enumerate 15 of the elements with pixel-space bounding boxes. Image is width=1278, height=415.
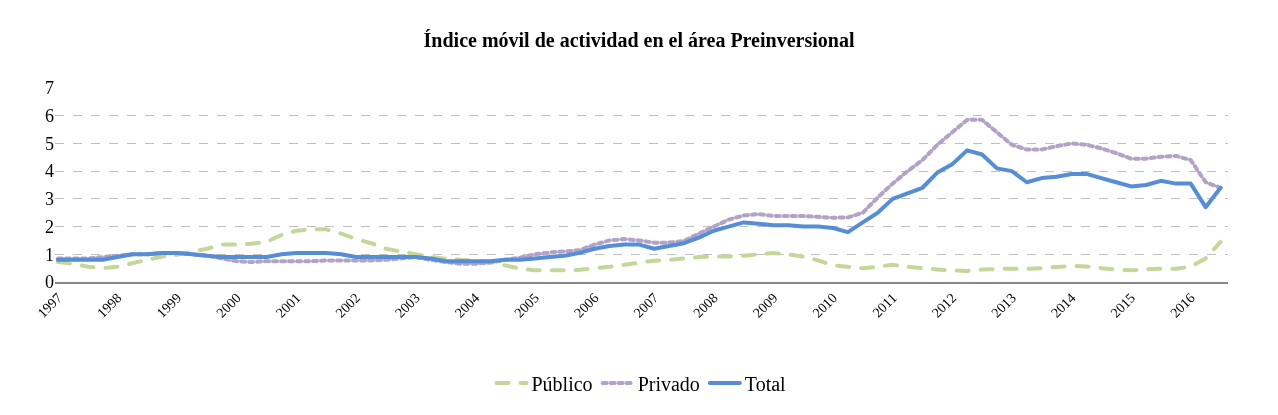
y-tick-label: 4 bbox=[45, 161, 54, 182]
y-tick-label: 5 bbox=[45, 133, 54, 154]
y-tick-label: 3 bbox=[45, 189, 54, 210]
legend-label: Público bbox=[531, 372, 593, 395]
y-tick-label: 6 bbox=[45, 106, 54, 127]
line-series bbox=[55, 227, 1223, 273]
legend-label: Privado bbox=[637, 372, 700, 395]
line-series bbox=[55, 148, 1223, 264]
y-tick-label: 0 bbox=[45, 272, 54, 293]
y-tick-label: 2 bbox=[45, 216, 54, 237]
y-tick-label: 7 bbox=[45, 78, 54, 99]
y-tick-label: 1 bbox=[45, 244, 54, 265]
line-series bbox=[55, 117, 1223, 266]
legend-label: Total bbox=[744, 372, 787, 395]
chart-title: Índice móvil de actividad en el área Preinversional bbox=[423, 29, 855, 52]
